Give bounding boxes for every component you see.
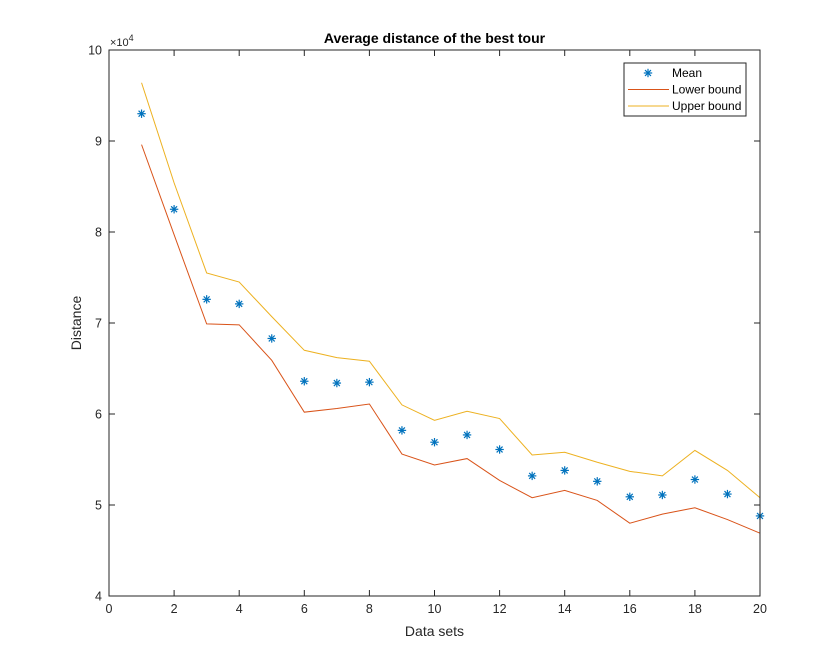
x-tick-label: 20 xyxy=(753,602,767,616)
mean-point xyxy=(235,299,244,309)
y-axis-multiplier-exp: 4 xyxy=(129,33,134,43)
y-axis-multiplier: ×104 xyxy=(110,33,134,49)
x-tick-label: 12 xyxy=(493,602,507,616)
mean-point xyxy=(300,377,309,386)
mean-point xyxy=(593,477,602,486)
y-tick-label: 8 xyxy=(95,226,102,240)
x-axis-label: Data sets xyxy=(405,623,464,639)
y-tick-label: 5 xyxy=(95,499,102,513)
x-tick-label: 14 xyxy=(558,602,572,616)
x-tick-label: 16 xyxy=(623,602,637,616)
legend-marker-0 xyxy=(643,68,653,78)
legend-item-0: Mean xyxy=(643,66,702,80)
legend-label-1: Lower bound xyxy=(672,83,741,97)
mean-point xyxy=(560,466,569,475)
mean-point xyxy=(658,490,667,500)
x-tick-label: 8 xyxy=(366,602,373,616)
y-tick-label: 10 xyxy=(88,44,102,58)
mean-point xyxy=(495,445,504,454)
x-tick-label: 0 xyxy=(106,602,113,616)
mean-point xyxy=(690,475,700,484)
x-tick-label: 10 xyxy=(428,602,442,616)
mean-point xyxy=(723,489,732,499)
legend-label-2: Upper bound xyxy=(672,99,741,113)
mean-point xyxy=(365,377,374,387)
legend: Mean Lower bound Upper bound xyxy=(623,62,747,117)
x-tick-label: 2 xyxy=(171,602,178,616)
mean-point xyxy=(202,295,211,304)
axes: 0 2 4 6 8 10 12 14 16 18 20 4 5 6 7 8 9 10 xyxy=(88,44,767,617)
legend-label-0: Mean xyxy=(672,66,702,80)
y-axis-multiplier-base: ×10 xyxy=(110,37,129,49)
mean-point xyxy=(169,205,179,214)
legend-box xyxy=(623,62,747,117)
mean-point xyxy=(137,109,146,118)
mean-point xyxy=(397,426,407,435)
mean-point xyxy=(430,438,439,447)
x-tick-label: 4 xyxy=(236,602,243,616)
y-axis-label: Distance xyxy=(68,296,84,351)
legend-item-2: Upper bound xyxy=(628,99,741,113)
mean-point xyxy=(527,471,537,481)
mean-point xyxy=(267,334,276,343)
y-tick-label: 4 xyxy=(95,590,102,604)
y-tick-label: 9 xyxy=(95,135,102,149)
y-tick-label: 6 xyxy=(95,408,102,422)
mean-point xyxy=(332,378,342,388)
x-tick-label: 18 xyxy=(688,602,702,616)
y-tick-label: 7 xyxy=(95,317,102,331)
chart-title: Average distance of the best tour xyxy=(324,30,546,46)
mean-point xyxy=(462,430,472,440)
legend-item-1: Lower bound xyxy=(628,83,741,97)
x-tick-label: 6 xyxy=(301,602,308,616)
series-line-2 xyxy=(141,82,761,499)
plot-area xyxy=(109,50,760,596)
series-line-1 xyxy=(141,144,761,534)
mean-point xyxy=(625,492,634,502)
